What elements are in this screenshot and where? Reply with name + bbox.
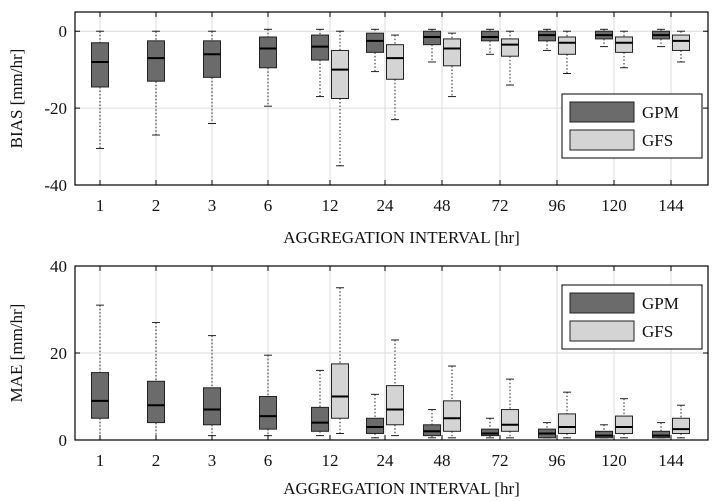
- gpm-box: [91, 42, 109, 88]
- gfs-box: [386, 44, 404, 80]
- gfs-box: [672, 34, 690, 51]
- legend-label-gfs: GFS: [642, 131, 673, 150]
- x-tick-label: 12: [322, 451, 339, 470]
- x-tick-label: 12: [322, 196, 339, 215]
- gfs-box: [443, 400, 461, 432]
- legend-label-gpm: GPM: [642, 294, 679, 313]
- x-tick-label: 72: [492, 451, 509, 470]
- x-tick-label: 120: [601, 196, 627, 215]
- x-tick-label: 72: [492, 196, 509, 215]
- y-tick-label: 0: [59, 431, 68, 450]
- gpm-box: [147, 40, 165, 82]
- gfs-box: [443, 38, 461, 67]
- gpm-box: [366, 32, 384, 53]
- gpm-box: [595, 430, 613, 439]
- x-tick-label: 48: [434, 451, 451, 470]
- gfs-box: [501, 409, 519, 432]
- gpm-box: [423, 424, 441, 437]
- y-axis-label: MAE [mm/hr]: [7, 304, 26, 403]
- gfs-box: [558, 413, 576, 434]
- x-tick-label: 144: [658, 196, 684, 215]
- x-tick-label: 1: [96, 196, 105, 215]
- x-tick-label: 24: [377, 451, 395, 470]
- gfs-box: [501, 38, 519, 57]
- gfs-box: [672, 417, 690, 434]
- legend-label-gfs: GFS: [642, 322, 673, 341]
- x-tick-label: 96: [549, 451, 566, 470]
- y-tick-label: -20: [44, 99, 67, 118]
- gpm-box: [203, 40, 221, 78]
- gfs-box: [615, 415, 633, 434]
- x-tick-label: 120: [601, 451, 627, 470]
- x-tick-label: 48: [434, 196, 451, 215]
- x-tick-label: 2: [152, 196, 161, 215]
- x-tick-label: 1: [96, 451, 105, 470]
- gpm-box: [147, 380, 165, 424]
- gpm-box: [259, 36, 277, 69]
- legend-swatch-gpm: [569, 292, 635, 314]
- gfs-box: [331, 49, 349, 99]
- y-tick-label: 40: [50, 257, 67, 276]
- gpm-box: [203, 387, 221, 426]
- x-tick-label: 24: [377, 196, 395, 215]
- gpm-box: [311, 406, 329, 432]
- x-tick-label: 144: [658, 451, 684, 470]
- gpm-box: [366, 417, 384, 434]
- gfs-box: [386, 385, 404, 426]
- gpm-box: [481, 428, 499, 437]
- legend-swatch-gpm: [569, 101, 635, 123]
- legend-label-gpm: GPM: [642, 103, 679, 122]
- x-tick-label: 3: [208, 451, 217, 470]
- x-tick-label: 96: [549, 196, 566, 215]
- y-axis-label: BIAS [mm/hr]: [7, 49, 26, 149]
- x-axis-label: AGGREGATION INTERVAL [hr]: [283, 479, 520, 498]
- axes-frame: [74, 11, 709, 186]
- x-tick-label: 6: [264, 451, 273, 470]
- x-tick-label: 6: [264, 196, 273, 215]
- y-tick-label: -40: [44, 176, 67, 195]
- gpm-box: [652, 430, 670, 439]
- legend-swatch-gfs: [569, 320, 635, 342]
- gfs-box: [331, 363, 349, 419]
- gfs-box: [615, 36, 633, 53]
- gpm-box: [259, 396, 277, 430]
- x-axis-label: AGGREGATION INTERVAL [hr]: [283, 228, 520, 247]
- y-tick-label: 20: [50, 344, 67, 363]
- x-tick-label: 2: [152, 451, 161, 470]
- gpm-box: [91, 372, 109, 419]
- legend-swatch-gfs: [569, 129, 635, 151]
- x-tick-label: 3: [208, 196, 217, 215]
- y-tick-label: 0: [59, 22, 68, 41]
- gfs-box: [558, 36, 576, 55]
